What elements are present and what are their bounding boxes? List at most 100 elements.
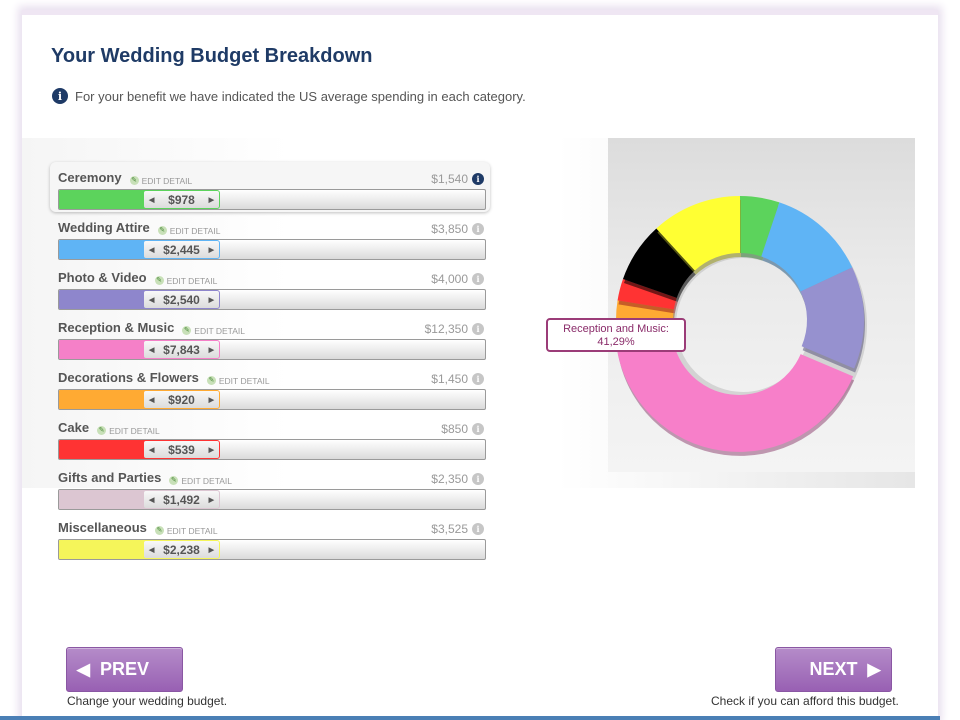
- info-icon[interactable]: i: [472, 273, 484, 285]
- arrow-right-icon[interactable]: ▶: [208, 496, 214, 504]
- budget-category-row: Miscellaneous ✎ EDIT DETAIL $3,525 i ◀ $…: [50, 512, 490, 562]
- budget-slider-fill: [59, 190, 149, 209]
- budget-category-row: Gifts and Parties ✎ EDIT DETAIL $2,350 i…: [50, 462, 490, 512]
- category-name: Reception & Music: [58, 320, 175, 335]
- budget-value: $920: [168, 392, 195, 407]
- donut-slice[interactable]: [616, 337, 854, 452]
- budget-slider-track[interactable]: ◀ $978 ▶: [58, 189, 486, 210]
- arrow-right-icon[interactable]: ▶: [208, 246, 214, 254]
- edit-detail-link[interactable]: ✎ EDIT DETAIL: [157, 225, 221, 236]
- edit-detail-link[interactable]: ✎ EDIT DETAIL: [97, 426, 160, 436]
- pencil-icon: ✎: [97, 426, 107, 435]
- arrow-left-icon[interactable]: ◀: [149, 496, 155, 504]
- arrow-left-icon[interactable]: ◀: [149, 296, 155, 304]
- arrow-right-icon[interactable]: ▶: [208, 396, 214, 404]
- info-icon[interactable]: i: [472, 223, 484, 235]
- budget-slider-track[interactable]: ◀ $920 ▶: [58, 389, 486, 410]
- budget-value: $1,492: [163, 492, 200, 507]
- info-icon[interactable]: i: [472, 473, 484, 485]
- pencil-icon: ✎: [154, 276, 164, 285]
- edit-detail-label: EDIT DETAIL: [141, 175, 193, 186]
- budget-slider-handle[interactable]: ◀ $539 ▶: [143, 440, 220, 459]
- prev-button[interactable]: ◀ PREV ▶: [66, 647, 183, 692]
- budget-category-row: Wedding Attire ✎ EDIT DETAIL $3,850 i ◀ …: [50, 212, 490, 262]
- next-caption: Check if you can afford this budget.: [711, 694, 899, 708]
- category-name: Wedding Attire: [58, 220, 150, 235]
- arrow-right-icon[interactable]: ▶: [208, 346, 214, 354]
- arrow-right-icon[interactable]: ▶: [208, 296, 214, 304]
- budget-value: $978: [168, 192, 195, 207]
- arrow-right-icon: ▶: [867, 659, 881, 679]
- edit-detail-label: EDIT DETAIL: [169, 225, 221, 236]
- budget-value: $2,238: [163, 542, 200, 557]
- arrow-left-icon[interactable]: ◀: [149, 396, 155, 404]
- edit-detail-label: EDIT DETAIL: [166, 275, 218, 286]
- pencil-icon: ✎: [129, 176, 139, 185]
- edit-detail-link[interactable]: ✎ EDIT DETAIL: [169, 476, 232, 486]
- budget-slider-handle[interactable]: ◀ $2,238 ▶: [143, 540, 220, 559]
- tooltip-label: Reception and Music:: [563, 323, 669, 335]
- budget-slider-handle[interactable]: ◀ $7,843 ▶: [143, 340, 220, 359]
- budget-slider-fill: [59, 340, 153, 359]
- info-icon[interactable]: i: [472, 173, 484, 185]
- budget-value: $2,445: [163, 242, 200, 257]
- tooltip-value: 41,29%: [597, 336, 635, 348]
- budget-slider-track[interactable]: ◀ $2,540 ▶: [58, 289, 486, 310]
- donut-slice[interactable]: [740, 196, 780, 257]
- arrow-right-icon[interactable]: ▶: [208, 196, 214, 204]
- edit-detail-label: EDIT DETAIL: [166, 525, 218, 536]
- budget-category-row: Photo & Video ✎ EDIT DETAIL $4,000 i ◀ $…: [50, 262, 490, 312]
- budget-slider-track[interactable]: ◀ $539 ▶: [58, 439, 486, 460]
- budget-slider-handle[interactable]: ◀ $2,540 ▶: [143, 290, 220, 309]
- edit-detail-label: EDIT DETAIL: [109, 425, 160, 436]
- budget-category-row: Reception & Music ✎ EDIT DETAIL $12,350 …: [50, 312, 490, 362]
- chart-tooltip: Reception and Music: 41,29%: [546, 318, 686, 352]
- us-average-value: $1,450: [431, 372, 468, 386]
- info-icon[interactable]: i: [472, 523, 484, 535]
- edit-detail-label: EDIT DETAIL: [181, 475, 233, 486]
- arrow-right-icon[interactable]: ▶: [208, 546, 214, 554]
- donut-slice[interactable]: [617, 279, 677, 310]
- budget-slider-track[interactable]: ◀ $2,238 ▶: [58, 539, 486, 560]
- budget-slider-handle[interactable]: ◀ $1,492 ▶: [143, 490, 220, 509]
- budget-slider-handle[interactable]: ◀ $920 ▶: [143, 390, 220, 409]
- donut-slice[interactable]: [761, 202, 853, 292]
- info-icon[interactable]: i: [472, 323, 484, 335]
- info-icon[interactable]: i: [472, 423, 484, 435]
- prev-caption: Change your wedding budget.: [67, 694, 228, 708]
- arrow-left-icon[interactable]: ◀: [149, 246, 155, 254]
- pencil-icon: ✎: [182, 326, 192, 335]
- arrow-right-icon[interactable]: ▶: [208, 446, 214, 454]
- edit-detail-link[interactable]: ✎ EDIT DETAIL: [182, 326, 245, 336]
- budget-slider-track[interactable]: ◀ $7,843 ▶: [58, 339, 486, 360]
- arrow-left-icon[interactable]: ◀: [149, 196, 155, 204]
- arrow-left-icon[interactable]: ◀: [149, 346, 155, 354]
- edit-detail-link[interactable]: ✎ EDIT DETAIL: [154, 275, 218, 286]
- edit-detail-link[interactable]: ✎ EDIT DETAIL: [206, 375, 270, 386]
- budget-slider-track[interactable]: ◀ $1,492 ▶: [58, 489, 486, 510]
- edit-detail-link[interactable]: ✎ EDIT DETAIL: [154, 525, 218, 536]
- budget-slider-fill: [59, 390, 153, 409]
- info-text: For your benefit we have indicated the U…: [75, 88, 526, 104]
- us-average-value: $1,540: [431, 172, 468, 186]
- next-button[interactable]: ◀ NEXT ▶: [775, 647, 892, 692]
- budget-slider-handle[interactable]: ◀ $2,445 ▶: [143, 240, 220, 259]
- pencil-icon: ✎: [157, 226, 167, 235]
- arrow-left-icon[interactable]: ◀: [149, 446, 155, 454]
- us-average: $1,450 i: [431, 372, 484, 386]
- edit-detail-link[interactable]: ✎ EDIT DETAIL: [129, 175, 193, 186]
- us-average: $1,540 i: [431, 172, 484, 186]
- arrow-left-icon: ◀: [76, 659, 90, 679]
- donut-slice[interactable]: [656, 196, 740, 271]
- budget-donut-chart: [616, 196, 867, 456]
- edit-detail-label: EDIT DETAIL: [218, 375, 270, 386]
- arrow-left-icon[interactable]: ◀: [149, 546, 155, 554]
- budget-slider-track[interactable]: ◀ $2,445 ▶: [58, 239, 486, 260]
- donut-slice[interactable]: [800, 267, 864, 369]
- donut-slice[interactable]: [622, 228, 695, 298]
- category-name: Decorations & Flowers: [58, 370, 199, 385]
- info-icon[interactable]: i: [472, 373, 484, 385]
- category-name: Gifts and Parties: [58, 470, 162, 485]
- budget-slider-handle[interactable]: ◀ $978 ▶: [143, 190, 220, 209]
- us-average-value: $3,525: [431, 522, 468, 536]
